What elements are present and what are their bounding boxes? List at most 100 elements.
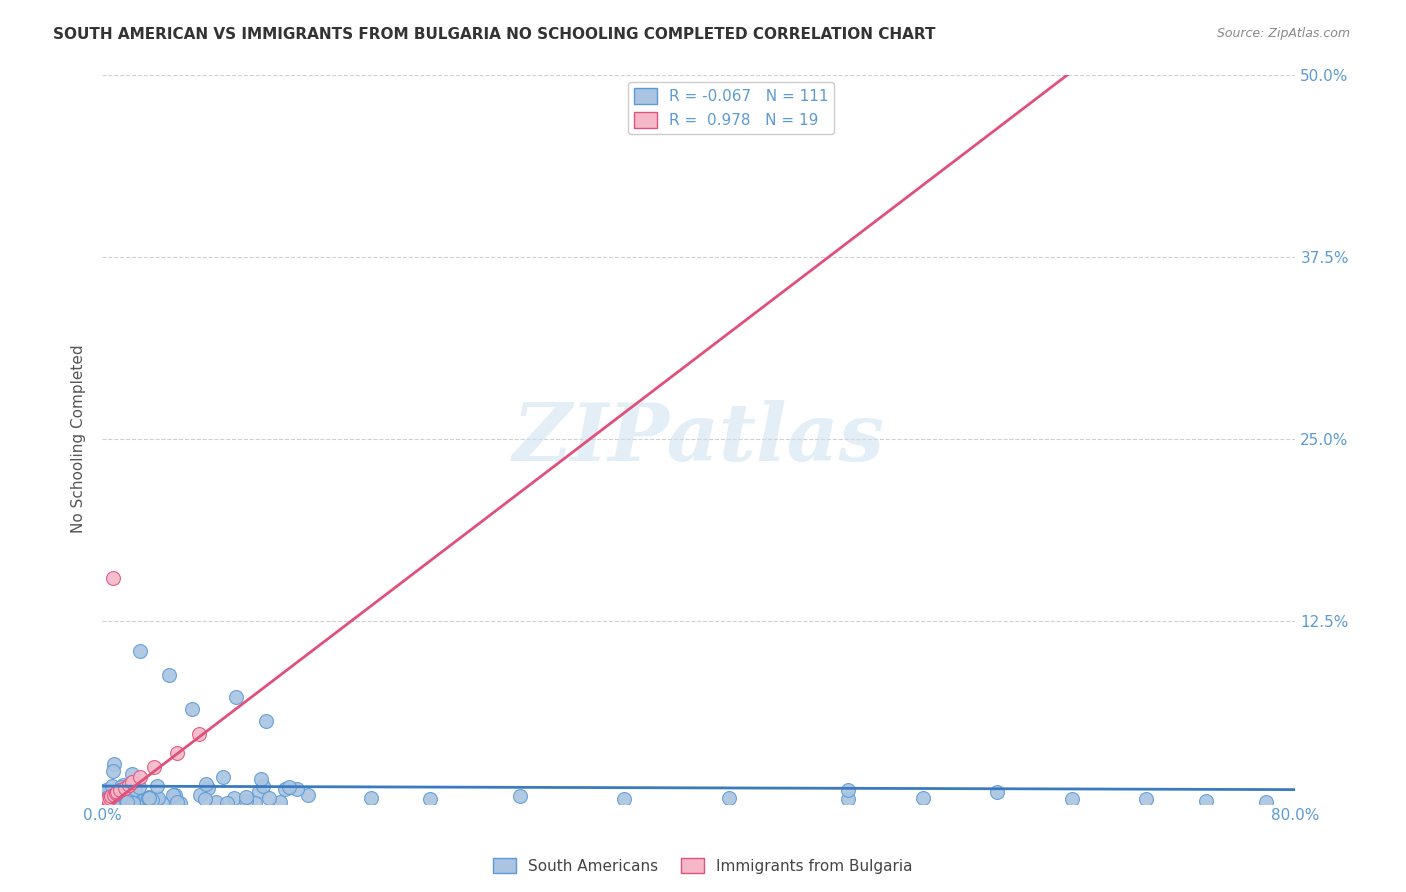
Point bbox=[112, 795, 135, 809]
Point bbox=[122, 794, 145, 808]
Y-axis label: No Schooling Completed: No Schooling Completed bbox=[72, 344, 86, 533]
Point bbox=[188, 788, 211, 802]
Point bbox=[127, 790, 149, 805]
Text: ZIPatlas: ZIPatlas bbox=[513, 401, 884, 478]
Point bbox=[115, 791, 138, 805]
Point bbox=[717, 790, 740, 805]
Point bbox=[114, 780, 136, 795]
Point bbox=[118, 783, 141, 797]
Point bbox=[107, 796, 129, 810]
Point bbox=[117, 794, 139, 808]
Point bbox=[101, 791, 124, 805]
Point bbox=[110, 794, 132, 808]
Point bbox=[98, 794, 121, 808]
Point bbox=[145, 793, 167, 807]
Point bbox=[105, 793, 128, 807]
Point bbox=[110, 795, 132, 809]
Point bbox=[252, 779, 274, 793]
Point bbox=[162, 788, 184, 802]
Point bbox=[104, 786, 127, 800]
Point bbox=[117, 794, 139, 808]
Point bbox=[117, 790, 139, 805]
Point bbox=[125, 797, 148, 811]
Point bbox=[91, 797, 114, 811]
Point bbox=[509, 789, 531, 804]
Point bbox=[108, 783, 131, 797]
Point bbox=[1254, 795, 1277, 809]
Point bbox=[94, 790, 117, 805]
Point bbox=[94, 788, 117, 802]
Point bbox=[212, 770, 235, 784]
Point bbox=[166, 795, 188, 809]
Point bbox=[118, 790, 141, 805]
Point bbox=[125, 793, 148, 807]
Point bbox=[254, 714, 277, 728]
Point bbox=[101, 571, 124, 585]
Point bbox=[188, 726, 211, 740]
Point bbox=[911, 790, 934, 805]
Point bbox=[94, 783, 117, 797]
Point bbox=[125, 790, 148, 805]
Point bbox=[97, 792, 120, 806]
Point bbox=[103, 788, 125, 802]
Point bbox=[101, 788, 124, 802]
Point bbox=[98, 795, 121, 809]
Point bbox=[100, 786, 122, 800]
Point bbox=[1135, 792, 1157, 806]
Point bbox=[104, 797, 127, 811]
Point bbox=[105, 789, 128, 803]
Point bbox=[108, 793, 131, 807]
Point bbox=[96, 792, 118, 806]
Point bbox=[105, 795, 128, 809]
Point bbox=[96, 790, 118, 805]
Point bbox=[143, 760, 166, 774]
Point bbox=[121, 784, 143, 798]
Point bbox=[217, 796, 239, 810]
Point bbox=[274, 781, 297, 796]
Point bbox=[257, 791, 280, 805]
Point bbox=[150, 796, 173, 810]
Point bbox=[138, 790, 160, 805]
Point bbox=[93, 795, 115, 809]
Text: SOUTH AMERICAN VS IMMIGRANTS FROM BULGARIA NO SCHOOLING COMPLETED CORRELATION CH: SOUTH AMERICAN VS IMMIGRANTS FROM BULGAR… bbox=[53, 27, 936, 42]
Point bbox=[837, 783, 859, 797]
Point bbox=[103, 757, 125, 772]
Point bbox=[117, 789, 139, 803]
Point bbox=[100, 786, 122, 800]
Point bbox=[180, 702, 202, 716]
Point bbox=[105, 785, 128, 799]
Point bbox=[1195, 794, 1218, 808]
Point bbox=[986, 785, 1008, 799]
Point bbox=[222, 790, 245, 805]
Point bbox=[122, 789, 145, 804]
Point bbox=[360, 790, 382, 805]
Point bbox=[141, 793, 163, 807]
Point bbox=[118, 778, 141, 792]
Point bbox=[122, 796, 145, 810]
Point bbox=[197, 780, 219, 795]
Text: Source: ZipAtlas.com: Source: ZipAtlas.com bbox=[1216, 27, 1350, 40]
Point bbox=[166, 746, 188, 760]
Point bbox=[103, 764, 125, 779]
Point bbox=[235, 790, 257, 805]
Point bbox=[127, 794, 149, 808]
Point bbox=[142, 793, 165, 807]
Point bbox=[146, 780, 169, 794]
Point bbox=[98, 790, 121, 805]
Legend: South Americans, Immigrants from Bulgaria: South Americans, Immigrants from Bulgari… bbox=[486, 852, 920, 880]
Point bbox=[1060, 792, 1083, 806]
Point bbox=[247, 784, 270, 798]
Point bbox=[110, 780, 132, 794]
Point bbox=[128, 643, 150, 657]
Point bbox=[128, 770, 150, 784]
Point bbox=[138, 791, 160, 805]
Point bbox=[94, 794, 117, 808]
Point bbox=[98, 793, 121, 807]
Point bbox=[121, 796, 143, 810]
Point bbox=[100, 789, 122, 804]
Point bbox=[250, 772, 273, 786]
Point bbox=[235, 794, 257, 808]
Point bbox=[146, 791, 169, 805]
Point bbox=[101, 790, 124, 805]
Point bbox=[243, 796, 266, 810]
